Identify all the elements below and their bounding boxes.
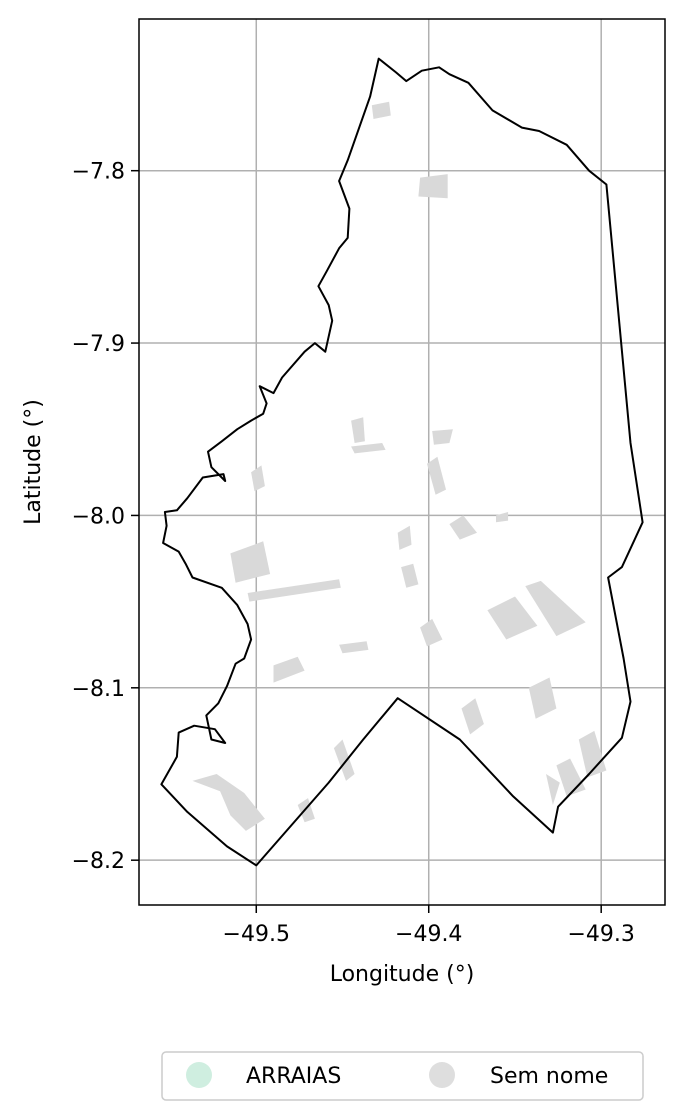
land-parcel <box>461 698 484 735</box>
legend-marker-arraias <box>186 1062 212 1088</box>
land-parcel <box>546 774 560 805</box>
y-axis-title: Latitude (°) <box>21 399 46 525</box>
legend-label-arraias: ARRAIAS <box>246 1064 341 1089</box>
land-parcel <box>525 580 586 637</box>
land-parcel <box>351 417 365 443</box>
land-parcel <box>273 656 305 683</box>
legend-frame <box>161 1051 644 1101</box>
legend: ARRAIAS Sem nome <box>161 1051 644 1101</box>
land-parcel <box>351 443 386 454</box>
land-parcel <box>432 429 453 445</box>
legend-marker-sem-nome <box>429 1062 455 1088</box>
municipality-boundary <box>160 57 644 867</box>
land-parcel <box>556 758 586 797</box>
land-parcel <box>192 774 265 831</box>
land-parcel <box>397 525 412 550</box>
land-parcel <box>247 579 341 602</box>
legend-label-sem-nome: Sem nome <box>490 1064 608 1089</box>
y-axis: −7.8 −7.9 −8.0 −8.1 −8.2 <box>72 160 139 874</box>
land-parcel <box>251 465 265 492</box>
land-parcel <box>401 563 419 588</box>
land-parcel <box>427 456 446 495</box>
x-tick-label: −49.4 <box>395 922 462 947</box>
land-parcel <box>297 798 315 823</box>
land-parcel <box>487 596 538 640</box>
land-parcel <box>420 618 443 647</box>
land-parcel <box>339 641 369 654</box>
land-parcel <box>333 739 355 781</box>
gridlines <box>139 19 665 905</box>
y-tick-label: −8.1 <box>72 677 125 702</box>
y-tick-label: −7.9 <box>72 332 125 357</box>
x-tick-label: −49.5 <box>223 922 290 947</box>
land-parcel <box>578 730 607 778</box>
plot-frame <box>138 18 666 906</box>
x-axis-title: Longitude (°) <box>330 962 475 987</box>
land-parcel <box>528 677 557 719</box>
x-axis: −49.5 −49.4 −49.3 <box>223 905 635 947</box>
y-tick-label: −7.8 <box>72 160 125 185</box>
land-parcel <box>449 515 477 540</box>
y-tick-label: −8.0 <box>72 504 125 529</box>
land-parcel <box>418 174 448 199</box>
land-parcel <box>230 541 271 583</box>
land-features <box>192 101 607 831</box>
x-tick-label: −49.3 <box>567 922 634 947</box>
land-parcel <box>371 101 391 119</box>
y-tick-label: −8.2 <box>72 849 125 874</box>
land-parcel <box>496 512 509 523</box>
